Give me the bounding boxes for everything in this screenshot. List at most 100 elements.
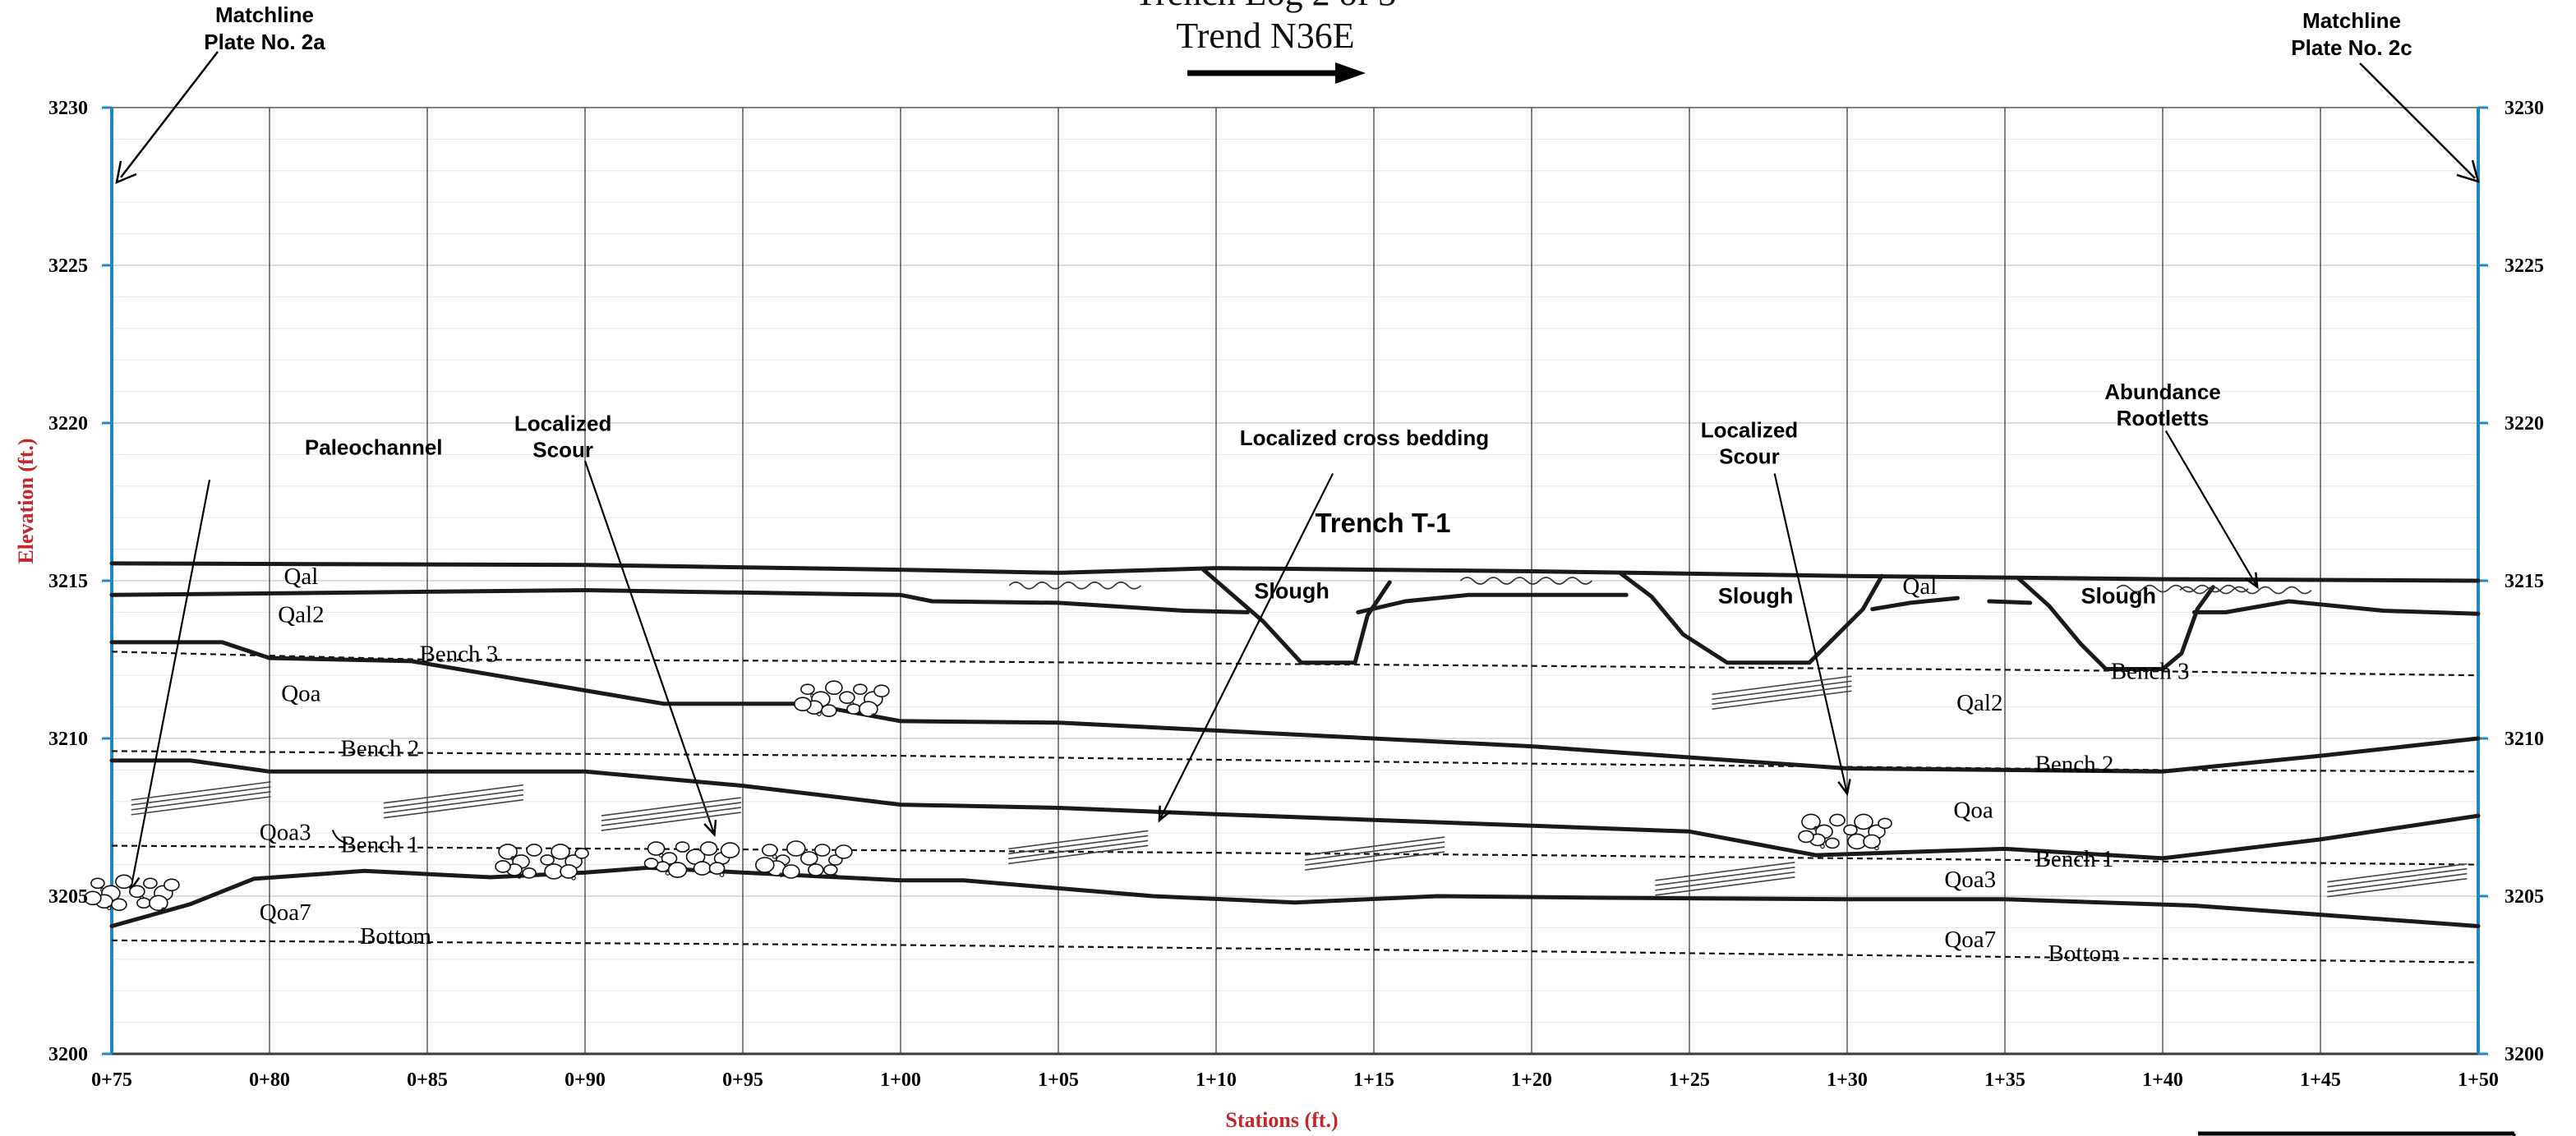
x-tick-label: 0+85 (407, 1069, 448, 1091)
x-tick-label: 1+25 (1669, 1069, 1710, 1091)
annotation-arrow-line (129, 479, 211, 890)
title-partial: Trench Log 2 of 3 (1135, 0, 1397, 13)
x-tick-label: 1+15 (1353, 1069, 1394, 1091)
unit-label: Qal (283, 563, 318, 590)
matchline-right-line2: Plate No. 2c (2291, 35, 2412, 60)
x-tick-label: 0+75 (91, 1069, 132, 1091)
trend-arrow-icon (1187, 62, 1366, 84)
matchline-left-line1: Matchline (215, 2, 314, 27)
matchline-left-line2: Plate No. 2a (204, 30, 325, 54)
y-tick-label-right: 3225 (2505, 255, 2544, 277)
bench-label: Bottom (360, 923, 431, 950)
x-tick-label: 1+05 (1038, 1069, 1079, 1091)
contacts (109, 561, 2481, 964)
cross-bedding-icon (131, 781, 271, 816)
y-tick-label-left: 3230 (48, 98, 88, 119)
x-tick-label: 1+45 (2300, 1069, 2341, 1091)
lithology-symbols (84, 430, 2468, 913)
annotation-label: Rootletts (2117, 406, 2210, 430)
y-tick-label-right: 3210 (2505, 729, 2544, 750)
x-tick-label: 1+20 (1511, 1069, 1552, 1091)
rootlets-icon (2179, 586, 2312, 595)
x-tick-label: 0+95 (722, 1069, 763, 1091)
annotation-arrow-line (1158, 472, 1334, 821)
slough-label: Slough (1718, 583, 1793, 608)
unit-label: Qoa (281, 680, 320, 706)
annotation-label: Localized (1701, 417, 1798, 442)
cobble-cluster-icon (794, 680, 890, 718)
x-tick-label: 1+00 (880, 1069, 921, 1091)
qoa3-top-line (109, 758, 2481, 861)
cross-bedding-icon (1305, 836, 1445, 871)
bench-label: Bench 1 (2035, 846, 2114, 872)
cobble-cluster-icon (1798, 813, 1892, 851)
qal-base-4-line (1987, 599, 2033, 605)
cross-bedding-icon (383, 784, 523, 819)
bench-line (111, 939, 2479, 964)
bench-line (111, 651, 2479, 677)
trend-label: Trend N36E (1176, 16, 1354, 56)
annotation-arrow-line (1773, 473, 1849, 794)
annotation-arrow-icon (703, 820, 717, 838)
annotation-arrow-icon (1158, 805, 1172, 823)
qal-base-2-line (1356, 592, 1629, 614)
annotation-label: Localized (514, 412, 611, 436)
y-tick-label-right: 3205 (2505, 886, 2544, 908)
annotation-arrow-icon (1837, 779, 1851, 797)
y-tick-label-left: 3225 (48, 255, 88, 277)
annotation-label: Scour (532, 438, 593, 462)
annotation-arrow-line (583, 460, 716, 835)
x-tick-label: 1+35 (1984, 1069, 2025, 1091)
x-tick-label: 1+10 (1196, 1069, 1237, 1091)
bench-line (111, 844, 2479, 866)
slough-2-line (1618, 570, 1884, 665)
contact-hook (331, 830, 348, 844)
annotation-arrow-icon (2244, 572, 2259, 590)
annotation-arrow-line (2164, 430, 2259, 588)
cobble-cluster-icon (495, 844, 589, 881)
matchline-right-arrow-icon (2359, 62, 2480, 183)
qoa7-top-line (109, 865, 2481, 928)
y-tick-label-left: 3200 (48, 1044, 88, 1065)
slough-label: Slough (2081, 583, 2155, 608)
unit-label: Qoa7 (260, 899, 311, 926)
bench-label: Bottom (2048, 941, 2119, 967)
x-tick-label: 0+90 (565, 1069, 606, 1091)
bench-label: Bench 2 (340, 736, 419, 762)
unit-label: Qoa (1953, 797, 1993, 823)
bench-label: Bench 1 (340, 832, 419, 858)
bench-line (111, 750, 2479, 773)
y-axis-label: Elevation (ft.) (14, 438, 38, 563)
slough-label: Slough (1254, 579, 1329, 604)
unit-label: Qoa3 (260, 819, 311, 845)
bench-label: Bench 3 (419, 641, 498, 667)
cross-bedding-icon (601, 797, 741, 831)
cross-bedding-icon (1712, 675, 1852, 711)
y-tick-label-left: 3215 (48, 571, 88, 592)
cobble-cluster-icon (643, 841, 740, 878)
qal-base-5-line (2191, 599, 2481, 616)
matchline-left-arrow-icon (115, 51, 219, 185)
annotation-label: Scour (1719, 444, 1780, 468)
x-tick-label: 1+50 (2458, 1069, 2499, 1091)
chart-labels: 3200 3200 3205 3205 3210 3210 3215 3215 3220 3220… (48, 98, 2544, 1091)
rootlets-icon (1008, 581, 1141, 590)
x-tick-label: 0+80 (249, 1069, 290, 1091)
ground-surface-line (109, 561, 2481, 583)
rootlets-icon (1459, 577, 1593, 585)
cobble-cluster-icon (754, 840, 853, 879)
y-tick-label-right: 3230 (2505, 98, 2544, 119)
annotation-label: Paleochannel (305, 435, 443, 459)
y-tick-label-left: 3220 (48, 413, 88, 435)
matchline-right-line1: Matchline (2302, 8, 2401, 33)
x-tick-label: 1+30 (1827, 1069, 1868, 1091)
x-axis-label: Stations (ft.) (1225, 1108, 1338, 1132)
y-tick-label-left: 3205 (48, 886, 88, 908)
unit-label: Qal2 (1956, 690, 2002, 716)
cross-bedding-icon (2327, 862, 2468, 898)
y-tick-label-right: 3200 (2505, 1044, 2544, 1065)
x-tick-label: 1+40 (2142, 1069, 2183, 1091)
cobble-cluster-icon (84, 874, 180, 913)
y-tick-label-right: 3220 (2505, 413, 2544, 435)
